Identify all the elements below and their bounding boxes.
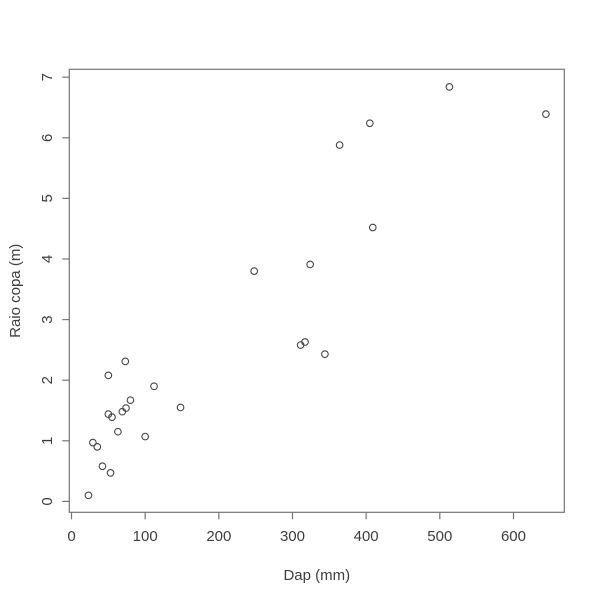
x-axis-title: Dap (mm): [283, 567, 350, 584]
y-axis-tick-label: 0: [39, 497, 56, 505]
data-point: [250, 267, 259, 275]
data-point: [368, 223, 377, 232]
data-point: [121, 357, 130, 366]
plot-generated-layer: 0 100 200 300 400 500 600 0 1 2 3 4 5 6 7: [39, 68, 565, 545]
y-axis-tick-label: 2: [39, 376, 56, 384]
y-axis-tick-label: 4: [39, 255, 56, 263]
data-point: [150, 382, 158, 391]
x-axis-tick-label: 500: [427, 528, 452, 545]
y-axis-tick-label: 6: [39, 134, 56, 142]
data-point: [118, 407, 127, 416]
plot-box: [68, 68, 565, 513]
data-point: [98, 462, 107, 471]
y-axis-tick-label: 3: [39, 315, 56, 323]
data-point: [176, 403, 185, 412]
data-point: [106, 469, 115, 477]
data-point: [365, 119, 374, 128]
data-point: [93, 442, 102, 451]
data-point: [108, 413, 116, 422]
y-axis-tick-label: 7: [39, 73, 56, 81]
data-point: [89, 438, 97, 447]
data-point: [84, 491, 93, 500]
data-point: [445, 83, 454, 91]
y-axis-tick-label: 5: [39, 194, 56, 202]
data-point: [114, 427, 122, 436]
x-axis-tick-label: 0: [67, 528, 75, 545]
data-point: [321, 350, 329, 358]
y-axis-title: Raio copa (m): [7, 244, 24, 338]
data-point: [122, 404, 130, 412]
x-axis-tick-label: 200: [206, 528, 231, 545]
y-axis-tick-label: 1: [39, 437, 56, 445]
data-point: [126, 396, 135, 405]
data-point: [306, 260, 315, 269]
data-point: [301, 338, 309, 346]
data-point: [335, 141, 344, 149]
x-axis-tick-label: 100: [133, 528, 158, 545]
data-point: [104, 371, 113, 380]
data-point: [141, 432, 150, 441]
x-axis-tick-label: 300: [280, 528, 305, 545]
x-axis-tick-label: 400: [354, 528, 379, 545]
x-axis-tick-label: 600: [501, 528, 526, 545]
data-point: [542, 110, 550, 118]
